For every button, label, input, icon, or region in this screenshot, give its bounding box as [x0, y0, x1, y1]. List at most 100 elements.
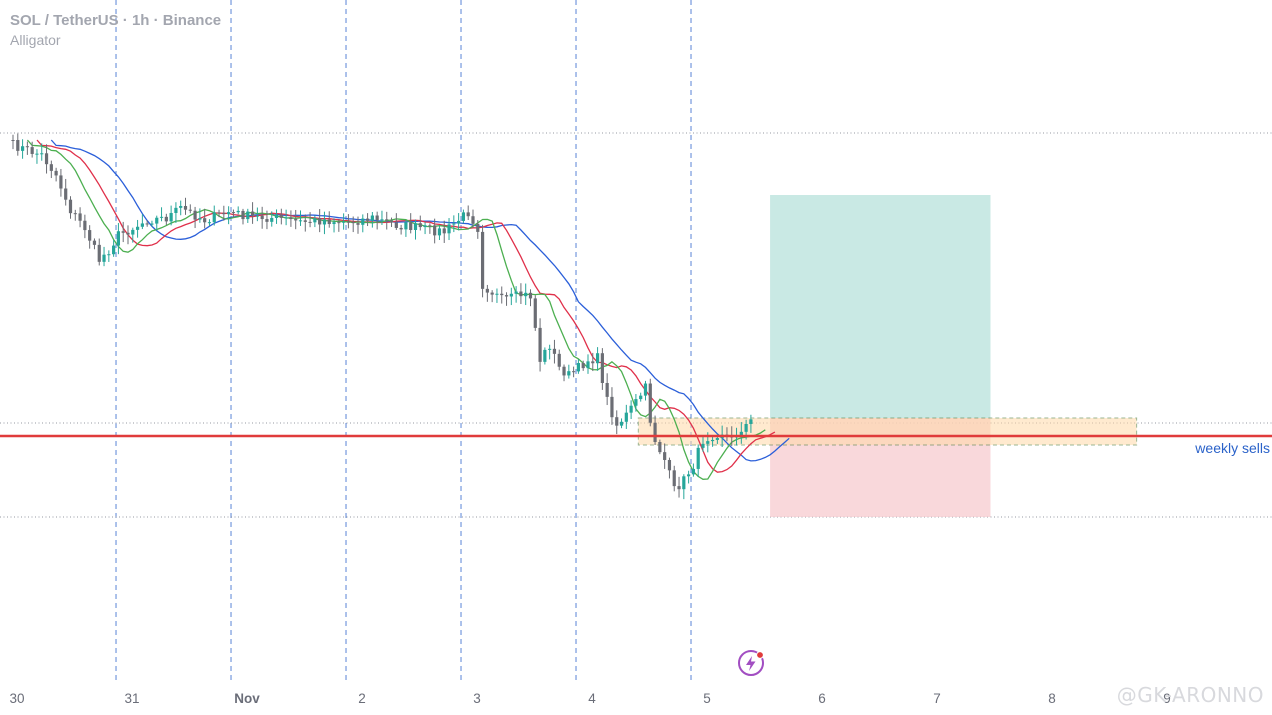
- candle-body: [49, 164, 53, 171]
- candle-body: [576, 363, 581, 372]
- candle-body: [308, 221, 312, 223]
- candle-body: [174, 207, 178, 213]
- candle-body: [159, 216, 164, 218]
- candle-body: [246, 211, 250, 220]
- candle-body: [509, 293, 513, 297]
- candle-body: [619, 421, 624, 426]
- candle-body: [222, 212, 226, 215]
- candle-body: [480, 231, 485, 289]
- x-tick-label: 8: [1048, 691, 1056, 706]
- candle-body: [274, 214, 279, 218]
- candle-body: [524, 292, 528, 297]
- candle-body: [710, 439, 715, 442]
- candle-body: [303, 220, 307, 222]
- candle-body: [476, 223, 480, 232]
- chart-legend: SOL / TetherUS · 1h · Binance Alligator: [10, 11, 221, 51]
- candle-body: [643, 383, 648, 396]
- x-tick-label: 5: [703, 691, 711, 706]
- candle-body: [615, 417, 619, 426]
- candle-body: [155, 217, 159, 224]
- candle-body: [557, 353, 561, 367]
- x-tick-label: Nov: [234, 691, 260, 706]
- candle-body: [461, 212, 466, 221]
- candle-body: [73, 213, 77, 215]
- candle-body: [715, 438, 719, 440]
- candle-body: [332, 222, 336, 225]
- candle-body: [207, 222, 212, 224]
- candle-body: [687, 474, 691, 477]
- candle-body: [739, 431, 743, 437]
- candle-body: [356, 223, 360, 225]
- candle-body: [11, 140, 15, 142]
- candle-body: [667, 459, 672, 471]
- candle-body: [361, 218, 365, 225]
- candle-body: [629, 405, 633, 413]
- candle-body: [600, 353, 604, 384]
- candle-body: [624, 412, 628, 422]
- candle-body: [658, 442, 662, 453]
- candle-body: [59, 175, 63, 189]
- candle-body: [198, 218, 202, 220]
- candle-body: [68, 199, 73, 214]
- candle-body: [294, 219, 298, 221]
- candle-body: [250, 211, 255, 216]
- candle-body: [135, 226, 140, 230]
- candle-body: [83, 220, 87, 231]
- candle-body: [447, 224, 451, 234]
- candle-body: [227, 212, 231, 215]
- candle-body: [404, 222, 408, 230]
- candle-body: [64, 188, 68, 200]
- candle-body: [428, 225, 432, 227]
- candle-body: [183, 205, 188, 210]
- candle-body: [562, 366, 566, 376]
- candle-body: [648, 383, 652, 423]
- candle-body: [442, 228, 446, 234]
- candle-body: [591, 361, 595, 364]
- watermark-text: @GK-ARONNO: [1116, 683, 1264, 707]
- candle-body: [298, 220, 303, 222]
- candle-body: [265, 219, 269, 222]
- candle-body: [548, 348, 552, 350]
- candle-body: [528, 292, 533, 299]
- profit-zone: [770, 195, 991, 418]
- candle-body: [389, 220, 394, 223]
- candle-body: [452, 223, 456, 225]
- candle-body: [342, 221, 346, 223]
- candle-body: [322, 219, 327, 225]
- candle-body: [533, 298, 537, 328]
- candle-body: [107, 254, 111, 256]
- candle-body: [672, 470, 676, 487]
- candle-body: [203, 218, 207, 223]
- candle-body: [131, 229, 135, 235]
- candle-body: [586, 361, 590, 369]
- candle-body: [433, 225, 437, 236]
- candle-body: [231, 212, 236, 214]
- candle-body: [706, 441, 710, 444]
- candle-body: [313, 218, 317, 223]
- candle-body: [20, 146, 25, 151]
- candle-body: [97, 244, 101, 262]
- candle-body: [351, 222, 355, 224]
- alligator-jaw-line: [50, 139, 790, 462]
- candle-body: [567, 371, 571, 376]
- candle-body: [409, 222, 413, 230]
- candle-body: [572, 371, 576, 373]
- candle-body: [500, 293, 504, 296]
- candle-body: [413, 223, 418, 230]
- candle-body: [418, 223, 422, 228]
- candle-body: [88, 230, 92, 241]
- candle-body: [270, 217, 274, 222]
- candle-body: [495, 293, 499, 295]
- candle-body: [126, 232, 130, 235]
- candle-body: [639, 395, 643, 400]
- candle-body: [691, 468, 696, 475]
- candle-body: [179, 205, 183, 208]
- candle-body: [44, 153, 49, 165]
- candle-body: [78, 213, 82, 221]
- candle-body: [605, 383, 609, 397]
- candle-body: [284, 217, 288, 219]
- lightning-logo-icon: [738, 650, 764, 676]
- candle-body: [164, 216, 168, 222]
- candle-body: [466, 212, 470, 217]
